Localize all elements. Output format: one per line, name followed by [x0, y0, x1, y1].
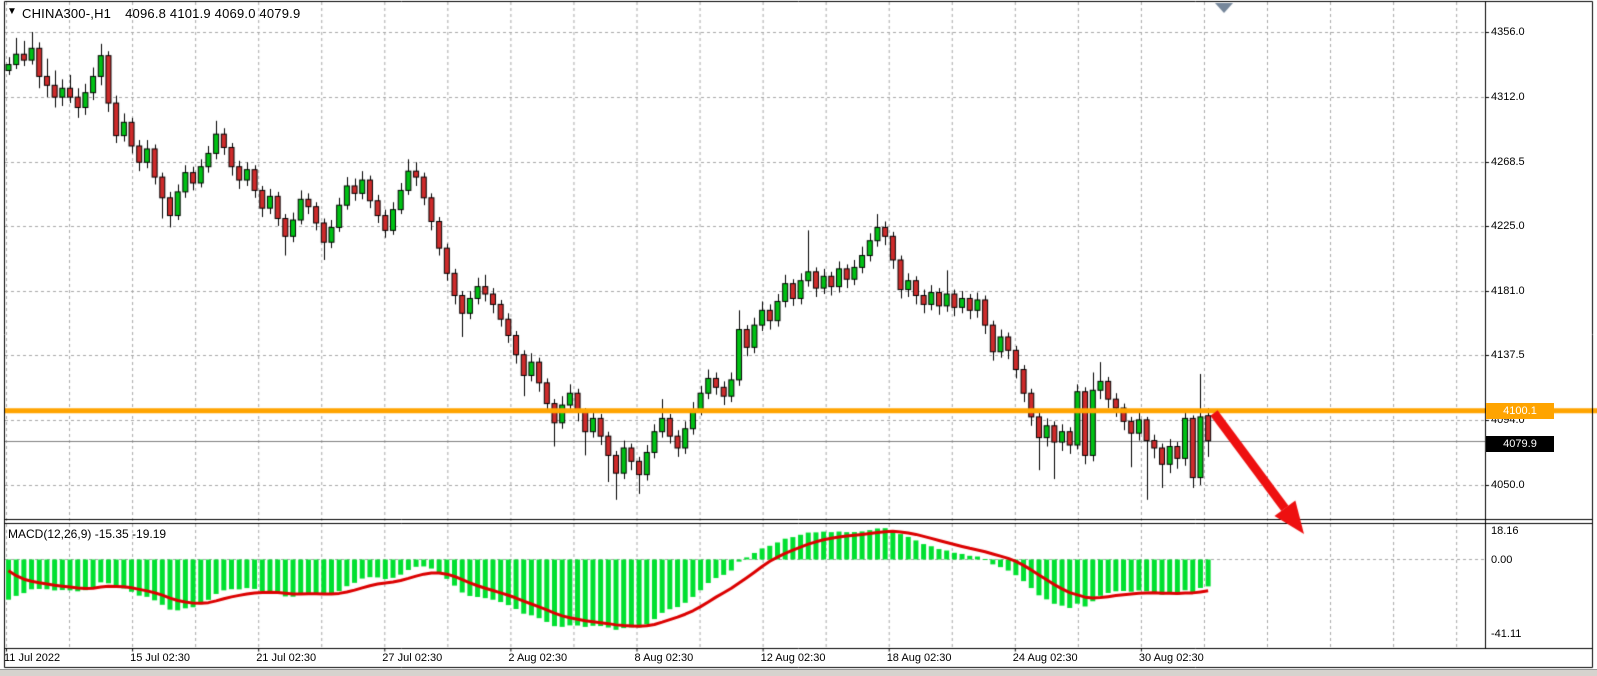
price-axis-label: 4050.0: [1491, 479, 1525, 491]
time-axis-label: 12 Aug 02:30: [760, 652, 826, 664]
symbol-period-label: CHINA300-,H1: [22, 6, 112, 21]
macd-axis-label: -41.11: [1491, 628, 1522, 640]
price-axis-label: 4181.0: [1491, 285, 1525, 298]
macd-axis-label: 0.00: [1491, 553, 1513, 566]
current-price-badge: 4079.9: [1486, 435, 1554, 452]
hline-price-badge: 4100.1: [1486, 402, 1554, 419]
time-axis-label: 11 Jul 2022: [4, 652, 61, 664]
price-axis-label: 4268.5: [1491, 155, 1525, 168]
time-axis-label: 27 Jul 02:30: [382, 652, 443, 664]
macd-axis-label: 18.16: [1491, 525, 1519, 537]
time-axis-label: 15 Jul 02:30: [130, 652, 191, 664]
ohlc-values: 4096.8 4101.9 4069.0 4079.9: [125, 6, 301, 21]
chevron-down-icon[interactable]: ▼: [7, 6, 17, 17]
time-axis-label: 2 Aug 02:30: [508, 652, 568, 664]
window-bottom-edge: [0, 669, 1597, 676]
time-axis-label: 18 Aug 02:30: [886, 652, 952, 664]
price-axis-label: 4225.0: [1491, 219, 1525, 232]
chart-header[interactable]: CHINA300-,H1 4096.8 4101.9 4069.0 4079.9: [22, 6, 300, 21]
price-axis-label: 4137.5: [1491, 349, 1525, 362]
time-axis-label: 21 Jul 02:30: [256, 652, 317, 664]
price-axis-label: 4356.0: [1491, 26, 1525, 38]
time-axis-label: 30 Aug 02:30: [1138, 652, 1204, 664]
price-axis-label: 4312.0: [1491, 91, 1525, 104]
macd-indicator-label: MACD(12,26,9) -15.35 -19.19: [8, 527, 167, 541]
time-axis-label: 8 Aug 02:30: [634, 652, 694, 664]
time-axis-label: 24 Aug 02:30: [1012, 652, 1078, 664]
